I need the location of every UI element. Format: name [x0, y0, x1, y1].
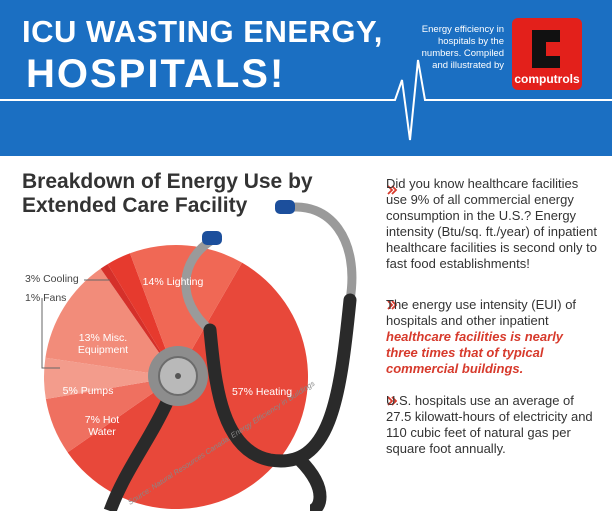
slice-label: 5% Pumps — [62, 385, 114, 397]
pie-slice — [45, 268, 177, 377]
earpiece — [275, 200, 295, 214]
pie-slice — [129, 245, 242, 377]
heartbeat-line — [0, 59, 612, 141]
bullet-marker — [387, 300, 398, 310]
bullet-marker — [387, 185, 398, 195]
pie-slice — [100, 264, 176, 377]
bullet: The energy use intensity (EUI) of hospit… — [386, 297, 598, 377]
logo-mark — [532, 30, 560, 68]
earpiece — [202, 231, 222, 245]
pie-slice — [107, 253, 176, 377]
stethoscope-tube — [280, 202, 357, 305]
slice-label: 3% Cooling — [25, 273, 79, 285]
pie-slice — [45, 377, 176, 453]
bullet-emphasis: healthcare facilities is nearly three ti… — [386, 329, 564, 376]
slice-label: 1% Fans — [25, 292, 67, 304]
logo-text: computrols — [514, 72, 580, 86]
bullet-text: The energy use intensity (EUI) of hospit… — [386, 297, 577, 328]
bullet-text: U.S. hospitals use an average of 27.5 ki… — [386, 393, 593, 456]
stethoscope-tube — [181, 235, 217, 335]
title: ICU WASTING ENERGY, — [22, 14, 383, 49]
chart-title: Breakdown of Energy Use by Extended Care… — [22, 170, 313, 217]
stethoscope-tube — [295, 455, 327, 511]
title: HOSPITALS! — [26, 52, 286, 96]
slice-label: 13% Misc. Equipment — [77, 332, 129, 356]
slice-label: 14% Lighting — [142, 276, 204, 288]
slice-label: 7% Hot Water — [84, 414, 120, 438]
tagline: Energy efficiency in hospitals by the nu… — [421, 24, 504, 71]
bullet-marker — [387, 396, 398, 406]
logo-box — [512, 18, 582, 90]
header-band — [0, 0, 612, 156]
bullet-text: Did you know healthcare facilities use 9… — [386, 176, 598, 271]
stethoscope-tube — [203, 293, 357, 468]
leader-line — [41, 298, 60, 369]
chest-piece — [175, 373, 181, 379]
pie-slice — [43, 357, 176, 400]
slice-label: 57% Heating — [231, 386, 293, 398]
stethoscope-tube — [103, 397, 174, 511]
